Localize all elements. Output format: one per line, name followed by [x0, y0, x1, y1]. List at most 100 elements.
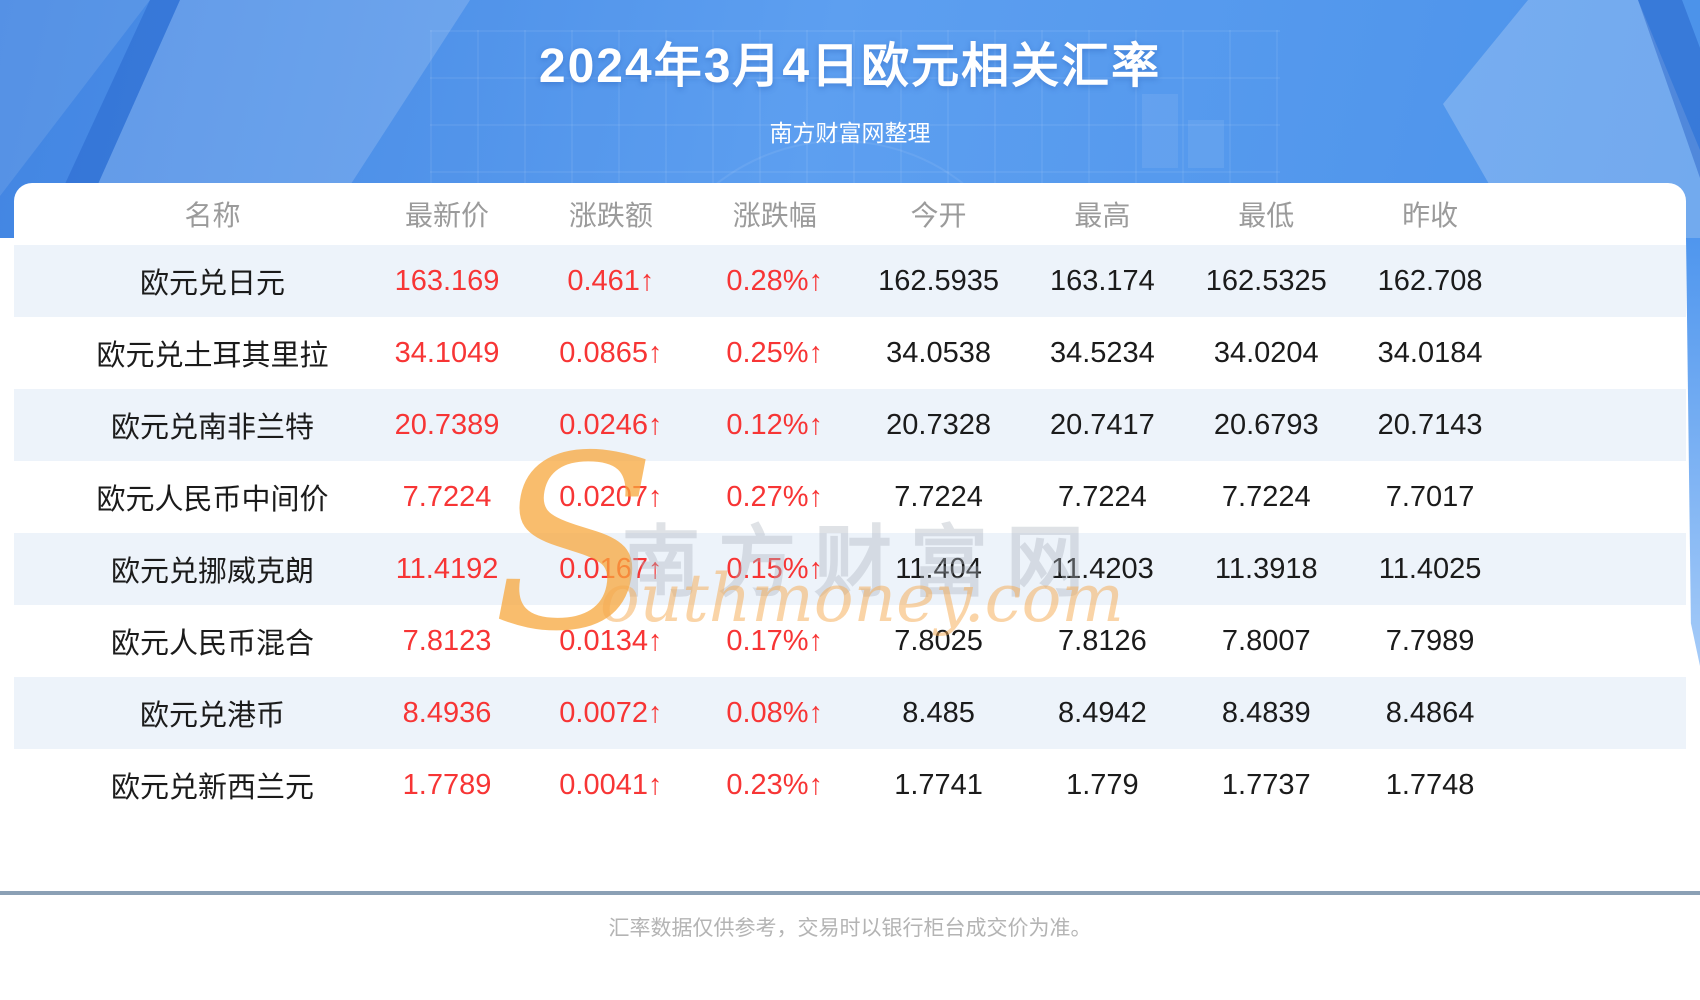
- cell-change: 0.0167↑: [559, 552, 663, 585]
- column-header-high: 最高: [1074, 200, 1131, 231]
- cell-last: 7.8123: [402, 624, 492, 657]
- hero-banner: 2024年3月4日欧元相关汇率 南方财富网整理: [0, 0, 1700, 238]
- cell-prev: 7.7989: [1385, 624, 1475, 657]
- column-header-change: 涨跌额: [568, 200, 653, 231]
- cell-prev: 1.7748: [1385, 768, 1475, 801]
- cell-last: 8.4936: [402, 696, 492, 729]
- cell-high: 7.7224: [1058, 480, 1147, 513]
- column-header-open: 今开: [910, 200, 967, 231]
- cell-open: 34.0538: [886, 336, 991, 369]
- decor-bar: [1142, 94, 1178, 168]
- table-header-row: 名称 最新价 涨跌额 涨跌幅 今开 最高 最低 昨收: [14, 183, 1686, 245]
- column-header-pct: 涨跌幅: [732, 200, 817, 231]
- cell-high: 7.8126: [1058, 624, 1147, 657]
- cell-change: 0.0246↑: [559, 408, 663, 441]
- table-row: 欧元人民币中间价 7.7224 0.0207↑ 0.27%↑ 7.7224 7.7224 7…: [14, 461, 1686, 533]
- cell-prev: 162.708: [1377, 264, 1483, 297]
- cell-prev: 8.4864: [1385, 696, 1475, 729]
- cell-pct: 0.15%↑: [726, 552, 824, 585]
- cell-name: 欧元兑挪威克朗: [111, 556, 315, 588]
- cell-open: 7.7224: [894, 480, 983, 513]
- cell-change: 0.0865↑: [559, 336, 663, 369]
- cell-pct: 0.17%↑: [726, 624, 824, 657]
- decor-bar: [1188, 120, 1224, 168]
- cell-prev: 7.7017: [1385, 480, 1475, 513]
- cell-low: 7.8007: [1221, 624, 1311, 657]
- cell-pct: 0.25%↑: [726, 336, 824, 369]
- rates-table: 名称 最新价 涨跌额 涨跌幅 今开 最高 最低 昨收 欧元兑日元 163.169 0.461↑ 0.…: [14, 183, 1686, 821]
- cell-last: 11.4192: [395, 552, 499, 585]
- cell-spacer: [1512, 389, 1686, 461]
- cell-pct: 0.08%↑: [726, 696, 824, 729]
- cell-name: 欧元兑新西兰元: [111, 772, 315, 804]
- column-header-low: 最低: [1238, 200, 1295, 231]
- cell-last: 163.169: [394, 264, 500, 297]
- cell-open: 1.7741: [894, 768, 983, 801]
- cell-name: 欧元兑港币: [140, 700, 286, 732]
- table-row: 欧元兑港币 8.4936 0.0072↑ 0.08%↑ 8.485 8.4942 8.483…: [14, 677, 1686, 749]
- column-header-prev: 昨收: [1402, 200, 1459, 231]
- table-row: 欧元兑新西兰元 1.7789 0.0041↑ 0.23%↑ 1.7741 1.779 1.7…: [14, 749, 1686, 821]
- cell-name: 欧元兑土耳其里拉: [96, 340, 329, 372]
- cell-open: 8.485: [902, 696, 975, 729]
- page-subtitle: 南方财富网整理: [769, 120, 931, 146]
- cell-high: 34.5234: [1049, 336, 1155, 369]
- rates-card: 名称 最新价 涨跌额 涨跌幅 今开 最高 最低 昨收 欧元兑日元 163.169 0.461↑ 0.…: [14, 183, 1686, 891]
- cell-spacer: [1512, 749, 1686, 821]
- cell-low: 11.3918: [1214, 552, 1318, 585]
- cell-open: 11.404: [895, 552, 982, 585]
- cell-spacer: [1512, 461, 1686, 533]
- cell-pct: 0.28%↑: [726, 264, 824, 297]
- cell-open: 7.8025: [894, 624, 983, 657]
- cell-low: 7.7224: [1221, 480, 1311, 513]
- cell-last: 34.1049: [394, 336, 500, 369]
- cell-name: 欧元兑南非兰特: [111, 412, 315, 444]
- cell-spacer: [1512, 245, 1686, 317]
- table-row: 欧元兑南非兰特 20.7389 0.0246↑ 0.12%↑ 20.7328 20.741…: [14, 389, 1686, 461]
- page-title: 2024年3月4日欧元相关汇率: [538, 40, 1162, 93]
- cell-change: 0.0134↑: [559, 624, 663, 657]
- column-header-spacer: [1512, 183, 1686, 245]
- cell-change: 0.461↑: [567, 264, 655, 297]
- decor-right-sliver: [1686, 238, 1700, 666]
- footer-note: 汇率数据仅供参考，交易时以银行柜台成交价为准。: [608, 917, 1092, 940]
- column-header-name: 名称: [184, 200, 241, 231]
- cell-low: 8.4839: [1221, 696, 1311, 729]
- cell-last: 7.7224: [402, 480, 492, 513]
- cell-low: 1.7737: [1221, 768, 1311, 801]
- cell-spacer: [1512, 605, 1686, 677]
- cell-spacer: [1512, 317, 1686, 389]
- footer-divider: [0, 891, 1700, 895]
- cell-high: 1.779: [1066, 768, 1139, 801]
- cell-prev: 20.7143: [1377, 408, 1483, 441]
- cell-spacer: [1512, 533, 1686, 605]
- cell-pct: 0.27%↑: [726, 480, 824, 513]
- decor-buildings: [0, 0, 1700, 238]
- cell-high: 163.174: [1049, 264, 1155, 297]
- cell-open: 162.5935: [878, 264, 1000, 297]
- cell-high: 11.4203: [1051, 552, 1154, 585]
- cell-pct: 0.23%↑: [726, 768, 824, 801]
- cell-low: 20.6793: [1213, 408, 1319, 441]
- cell-spacer: [1512, 677, 1686, 749]
- cell-prev: 11.4025: [1378, 552, 1482, 585]
- cell-change: 0.0207↑: [559, 480, 663, 513]
- cell-last: 20.7389: [394, 408, 500, 441]
- cell-last: 1.7789: [402, 768, 492, 801]
- cell-low: 162.5325: [1205, 264, 1327, 297]
- column-header-last: 最新价: [405, 200, 490, 231]
- table-row: 欧元兑挪威克朗 11.4192 0.0167↑ 0.15%↑ 11.404 11.4203…: [14, 533, 1686, 605]
- cell-name: 欧元人民币混合: [111, 628, 315, 660]
- cell-change: 0.0041↑: [559, 768, 663, 801]
- cell-name: 欧元兑日元: [140, 268, 286, 300]
- table-body: 欧元兑日元 163.169 0.461↑ 0.28%↑ 162.5935 163.174 1…: [14, 245, 1686, 821]
- table-row: 欧元人民币混合 7.8123 0.0134↑ 0.17%↑ 7.8025 7.8126 7.…: [14, 605, 1686, 677]
- table-row: 欧元兑土耳其里拉 34.1049 0.0865↑ 0.25%↑ 34.0538 34.52…: [14, 317, 1686, 389]
- cell-low: 34.0204: [1213, 336, 1319, 369]
- cell-high: 8.4942: [1058, 696, 1147, 729]
- cell-open: 20.7328: [886, 408, 991, 441]
- cell-change: 0.0072↑: [559, 696, 663, 729]
- cell-name: 欧元人民币中间价: [96, 484, 329, 516]
- cell-high: 20.7417: [1049, 408, 1155, 441]
